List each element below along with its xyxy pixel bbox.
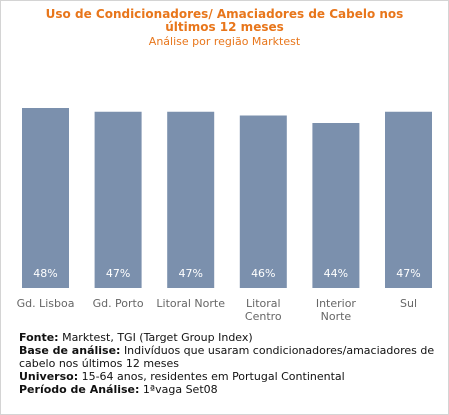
footer-periodo-label: Período de Análise: bbox=[19, 383, 140, 396]
bar-chart: 48% Gd. Lisboa 47% Gd. Porto 47% Litoral Nort… bbox=[17, 108, 432, 323]
bar-value-label: 44% bbox=[324, 267, 348, 280]
footer-base-label: Base de análise: bbox=[19, 344, 121, 357]
chart-footer: Fonte: Marktest, TGI (Target Group Index… bbox=[19, 331, 439, 396]
category-label: Litoral bbox=[246, 297, 281, 310]
footer-base: Base de análise: Indivíduos que usaram c… bbox=[19, 344, 439, 370]
category-label: Sul bbox=[400, 297, 417, 310]
bar bbox=[385, 111, 432, 288]
footer-fonte-value: Marktest, TGI (Target Group Index) bbox=[62, 331, 253, 344]
footer-universo-value: 15-64 anos, residentes em Portugal Conti… bbox=[81, 370, 345, 383]
footer-fonte-label: Fonte: bbox=[19, 331, 59, 344]
bar-value-label: 47% bbox=[396, 267, 420, 280]
bar-value-label: 46% bbox=[251, 267, 275, 280]
category-label: Norte bbox=[321, 310, 352, 323]
footer-periodo: Período de Análise: 1ªvaga Set08 bbox=[19, 383, 439, 396]
chart-title-line-1: Uso de Condicionadores/ Amaciadores de C… bbox=[45, 7, 404, 21]
chart-title-line-2: últimos 12 meses bbox=[165, 20, 284, 34]
footer-fonte: Fonte: Marktest, TGI (Target Group Index… bbox=[19, 331, 439, 344]
bar-value-label: 47% bbox=[106, 267, 130, 280]
footer-universo: Universo: 15-64 anos, residentes em Port… bbox=[19, 370, 439, 383]
footer-base-value: Indivíduos que usaram condicionadores/am… bbox=[19, 344, 435, 370]
category-label: Interior bbox=[316, 297, 357, 310]
chart-subtitle: Análise por região Marktest bbox=[148, 35, 301, 48]
category-label: Gd. Porto bbox=[93, 297, 144, 310]
category-label: Gd. Lisboa bbox=[17, 297, 75, 310]
bar bbox=[167, 111, 215, 288]
bar-value-label: 48% bbox=[33, 267, 57, 280]
category-label: Litoral Norte bbox=[156, 297, 225, 310]
footer-universo-label: Universo: bbox=[19, 370, 79, 383]
chart-title: Uso de Condicionadores/ Amaciadores de C… bbox=[0, 8, 449, 34]
bar bbox=[22, 108, 69, 288]
footer-periodo-value: 1ªvaga Set08 bbox=[142, 383, 218, 396]
category-label: Centro bbox=[245, 310, 282, 323]
bar bbox=[239, 115, 287, 288]
bar-value-label: 47% bbox=[178, 267, 202, 280]
bar bbox=[94, 111, 142, 288]
bar bbox=[312, 123, 360, 288]
